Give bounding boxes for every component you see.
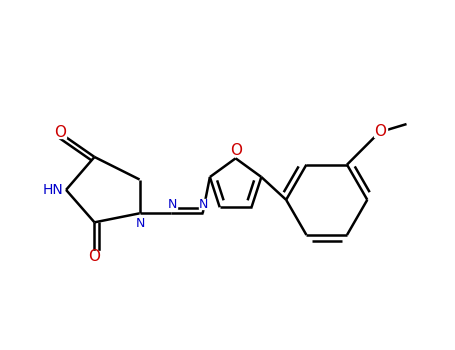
Text: N: N	[136, 217, 145, 230]
Bar	[88, 251, 101, 262]
Text: HN: HN	[42, 183, 63, 197]
Bar	[231, 144, 243, 156]
Bar	[42, 183, 63, 196]
Text: O: O	[88, 249, 101, 264]
Text: O: O	[374, 124, 386, 139]
Text: N: N	[199, 198, 208, 211]
Text: O: O	[54, 125, 66, 140]
Bar	[199, 199, 208, 209]
Bar	[167, 199, 177, 209]
Bar	[374, 125, 387, 137]
Bar	[136, 218, 146, 228]
Text: N: N	[167, 198, 177, 211]
Text: O: O	[231, 143, 243, 158]
Bar	[53, 127, 66, 139]
